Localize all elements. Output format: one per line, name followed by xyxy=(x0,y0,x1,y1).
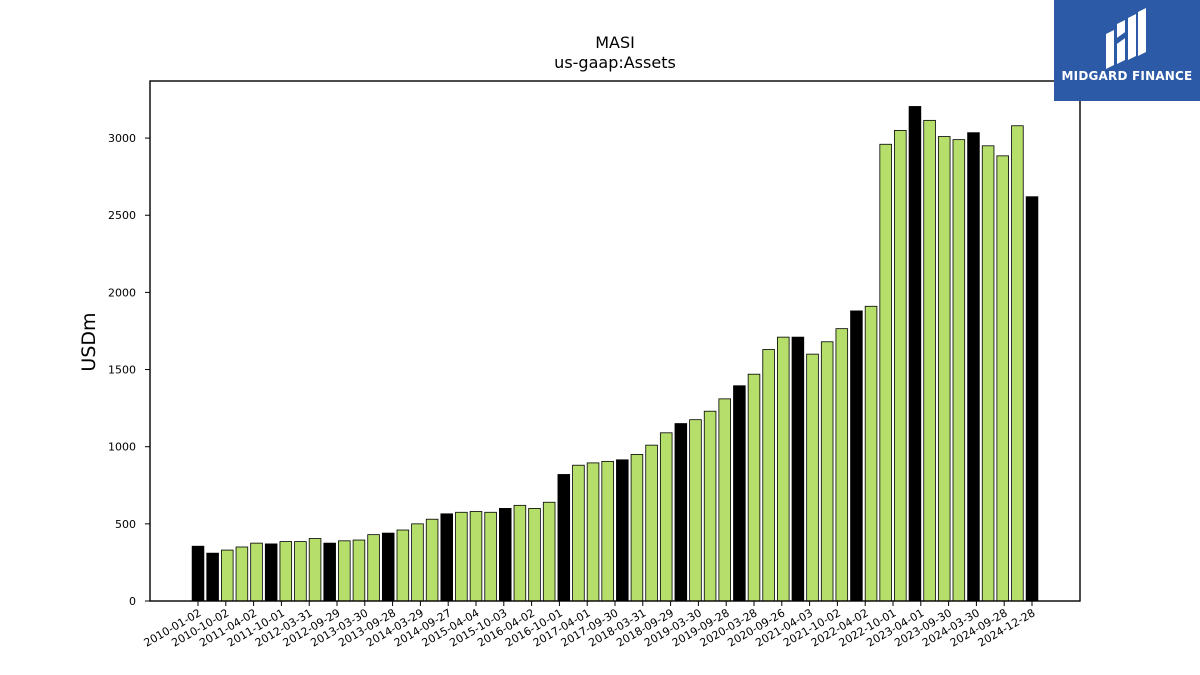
bar xyxy=(528,508,541,602)
x-axis-ticks: 2010-01-022010-10-022011-04-022011-10-01… xyxy=(142,601,1038,650)
chart-title: MASI xyxy=(595,33,635,52)
bar xyxy=(747,373,761,602)
bar xyxy=(937,136,951,602)
bar xyxy=(586,462,600,602)
bar xyxy=(879,143,892,602)
bar xyxy=(542,501,556,602)
bar xyxy=(572,464,585,602)
logo-text: MIDGARD FINANCE xyxy=(1061,69,1193,83)
bar xyxy=(440,513,453,602)
chart-subtitle: us-gaap:Assets xyxy=(554,53,676,72)
y-tick-label: 2500 xyxy=(108,209,136,222)
bar xyxy=(1011,125,1024,602)
bar xyxy=(338,540,351,602)
bar xyxy=(908,106,922,602)
bar xyxy=(455,511,468,602)
midgard-finance-logo: MIDGARD FINANCE xyxy=(1054,0,1200,101)
bar xyxy=(396,529,410,602)
bar xyxy=(191,545,205,602)
y-tick-label: 0 xyxy=(129,595,136,608)
bar xyxy=(250,542,263,602)
bar xyxy=(499,508,512,602)
y-tick-label: 500 xyxy=(115,518,136,531)
bar xyxy=(835,328,849,602)
bar xyxy=(923,119,936,602)
bar xyxy=(996,155,1009,602)
bar xyxy=(279,541,293,602)
bar xyxy=(425,518,439,602)
bar xyxy=(689,419,702,602)
plot-frame xyxy=(149,80,1081,602)
bar xyxy=(308,538,322,602)
bar xyxy=(484,511,497,602)
bars-group xyxy=(191,106,1039,602)
bar xyxy=(469,511,483,602)
logo-mark-icon xyxy=(1106,8,1146,69)
bar xyxy=(352,539,366,602)
bar xyxy=(221,549,234,602)
y-tick-label: 1500 xyxy=(108,364,136,377)
bar xyxy=(264,543,278,602)
bar xyxy=(733,385,746,602)
bar xyxy=(513,504,527,602)
bar xyxy=(981,145,995,602)
y-tick-label: 1000 xyxy=(108,441,136,454)
bar xyxy=(630,454,644,602)
bar xyxy=(718,398,731,602)
bar xyxy=(557,474,571,602)
bar xyxy=(952,139,966,602)
bar xyxy=(850,310,863,602)
bar xyxy=(777,336,790,602)
bar xyxy=(616,459,629,602)
bar xyxy=(806,353,819,602)
y-tick-label: 3000 xyxy=(108,132,136,145)
bar xyxy=(235,546,249,602)
bar xyxy=(294,541,307,602)
bar xyxy=(820,341,834,602)
bar xyxy=(323,542,336,602)
bar xyxy=(659,432,673,602)
y-axis-ticks: 0 500 1000 1500 2000 2500 3000 xyxy=(108,132,150,608)
bar xyxy=(367,534,380,602)
bar xyxy=(703,410,717,602)
bar xyxy=(967,132,980,602)
y-axis-label: USDm xyxy=(78,312,100,371)
bar xyxy=(411,523,424,602)
bar xyxy=(864,305,878,602)
bar xyxy=(894,129,907,602)
bar xyxy=(762,349,775,602)
bar xyxy=(1025,196,1039,602)
bar xyxy=(206,552,219,602)
bar xyxy=(791,336,805,602)
bar xyxy=(674,423,688,602)
bar xyxy=(381,532,395,602)
bar xyxy=(645,444,658,602)
y-tick-label: 2000 xyxy=(108,286,136,299)
bar xyxy=(601,460,614,602)
